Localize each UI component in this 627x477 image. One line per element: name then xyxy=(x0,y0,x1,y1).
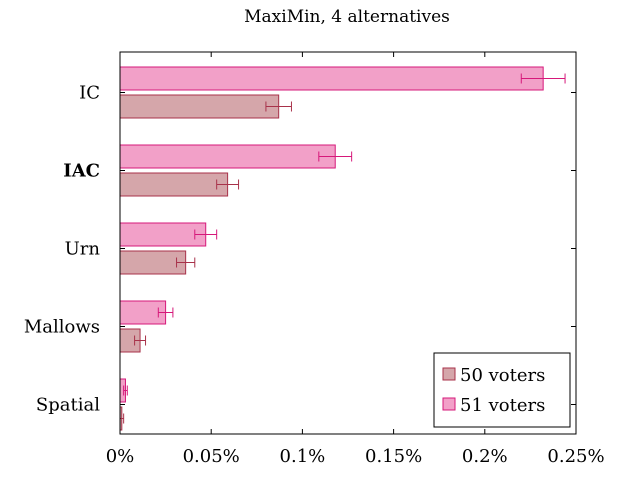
y-tick-label-mallows: Mallows xyxy=(24,317,100,338)
x-tick-label: 0.25% xyxy=(547,446,604,467)
plot-frame xyxy=(119,51,577,435)
legend-swatch-50-voters xyxy=(442,367,456,381)
x-tick-label: 0.1% xyxy=(280,446,326,467)
bar-ic-51-voters xyxy=(119,66,544,91)
bar-iac-50-voters xyxy=(119,172,229,197)
bar-ic-50-voters xyxy=(119,94,280,119)
legend: 50 voters 51 voters xyxy=(433,352,571,428)
x-tick-label: 0% xyxy=(106,446,135,467)
y-tick-label-iac: IAC xyxy=(63,161,100,182)
bar-urn-51-voters xyxy=(119,222,207,247)
legend-box xyxy=(433,352,571,428)
legend-swatch-51-voters xyxy=(442,397,456,411)
x-tick-label: 0.15% xyxy=(365,446,422,467)
chart-title: MaxiMin, 4 alternatives xyxy=(244,7,450,27)
x-tick-label: 0.05% xyxy=(183,446,240,467)
legend-label-51-voters: 51 voters xyxy=(460,395,545,416)
x-tick-label: 0.2% xyxy=(462,446,508,467)
y-tick-label-spatial: Spatial xyxy=(36,395,100,416)
y-tick-label-ic: IC xyxy=(79,83,100,104)
bar-iac-51-voters xyxy=(119,144,336,169)
bar-urn-50-voters xyxy=(119,250,187,275)
legend-label-50-voters: 50 voters xyxy=(460,365,545,386)
y-tick-label-urn: Urn xyxy=(65,239,101,260)
